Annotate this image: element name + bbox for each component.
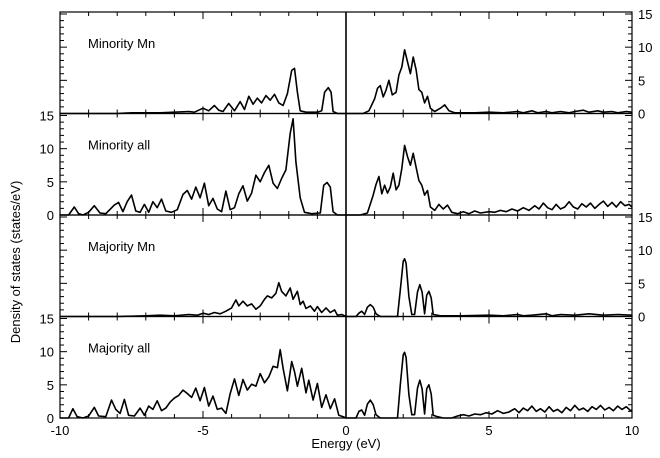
y-tick-label: 5 (47, 378, 54, 393)
x-tick-label: 5 (485, 423, 492, 438)
y-tick-label: 5 (638, 73, 645, 88)
panel-label: Minority all (88, 138, 150, 153)
y-tick-label: 10 (40, 345, 54, 360)
x-tick-label: -5 (197, 423, 209, 438)
panel-label: Majority all (88, 341, 150, 356)
panel-label: Majority Mn (88, 239, 155, 254)
panel-label: Minority Mn (88, 36, 155, 51)
dos-series-line (60, 118, 633, 216)
y-tick-label: 0 (47, 411, 54, 426)
x-axis-title: Energy (eV) (311, 436, 380, 451)
dos-series-line (60, 348, 633, 419)
y-axis-title: Density of states (states/eV) (8, 181, 23, 344)
y-tick-label: 15 (638, 210, 652, 225)
dos-series-line (60, 49, 633, 115)
dos-series-line (60, 258, 633, 318)
panels-group: Minority Mn 0 5 10 15 Minority all 0 5 10 15 Major… (40, 7, 653, 438)
y-tick-label: 0 (47, 208, 54, 223)
y-tick-label: 15 (638, 7, 652, 22)
y-tick-label: 10 (40, 142, 54, 157)
x-tick-label: 10 (625, 423, 639, 438)
y-tick-label: 0 (638, 107, 645, 122)
y-tick-label: 15 (40, 312, 54, 327)
y-tick-label: 15 (40, 109, 54, 124)
y-tick-label: 10 (638, 243, 652, 258)
x-tick-label: -10 (51, 423, 70, 438)
y-tick-label: 5 (638, 276, 645, 291)
x-tick-label: 0 (342, 423, 349, 438)
y-tick-label: 0 (638, 310, 645, 325)
y-tick-label: 5 (47, 175, 54, 190)
y-tick-label: 10 (638, 40, 652, 55)
